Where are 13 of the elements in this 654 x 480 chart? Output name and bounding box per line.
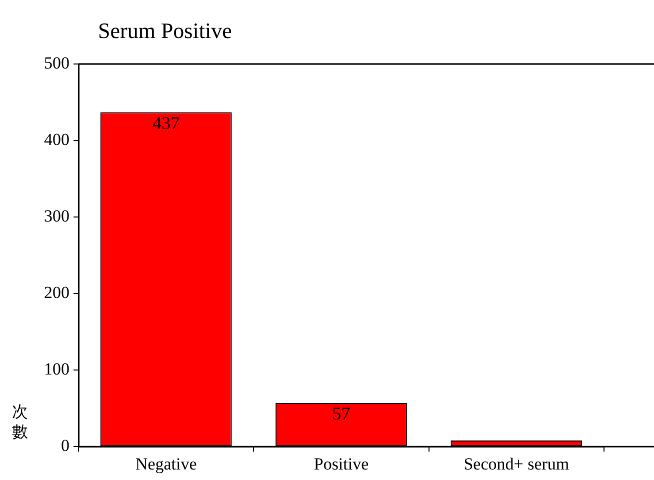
- y-tick-label: 300: [44, 206, 70, 226]
- data-label: 437: [152, 112, 180, 133]
- data-label: 57: [332, 404, 350, 424]
- x-tick-label: Positive: [314, 454, 369, 474]
- y-tick-label: 400: [44, 130, 70, 149]
- y-tick-label: 100: [44, 360, 70, 379]
- chart-title: Serum Positive: [98, 18, 232, 44]
- y-tick-label: 200: [44, 283, 70, 302]
- y-tick-label: 500: [44, 53, 70, 72]
- x-tick-label: Second+ serum: [464, 454, 570, 474]
- x-tick-label: Negative: [135, 454, 197, 474]
- y-tick-label: 0: [61, 436, 70, 456]
- y-axis-title: 次數: [11, 402, 29, 442]
